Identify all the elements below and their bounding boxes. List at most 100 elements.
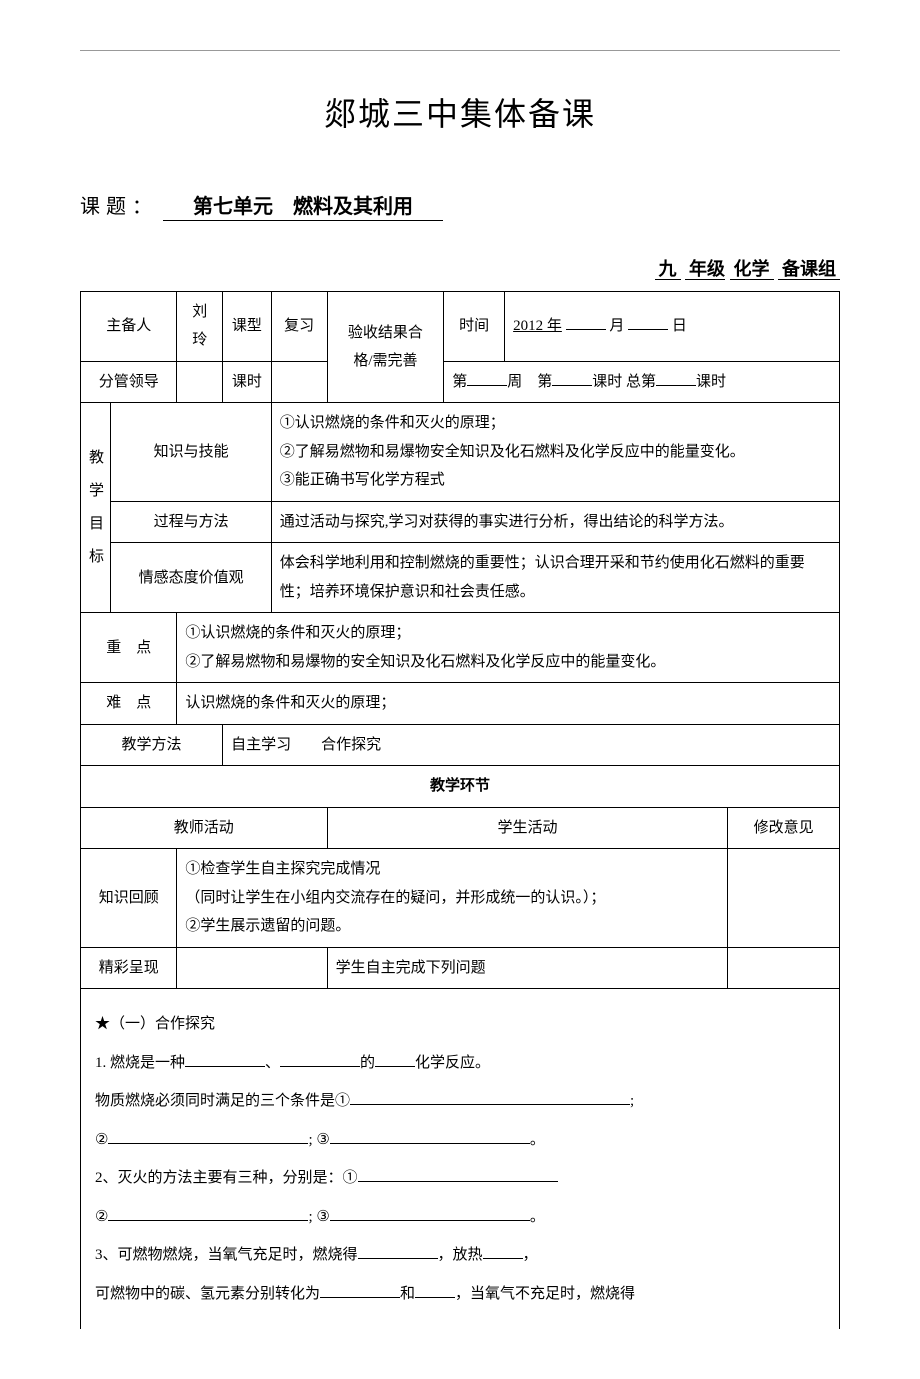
blank-fire3[interactable] xyxy=(330,1206,530,1221)
stage-title-row: 教学环节 xyxy=(81,766,840,808)
blank-burn2[interactable] xyxy=(483,1244,523,1259)
teacher-col: 教师活动 xyxy=(81,807,328,849)
obj-knowledge-row: 教学目标 知识与技能 ①认识燃烧的条件和灭火的原理； ②了解易燃物和易爆物安全知… xyxy=(81,403,840,502)
blank-fire1[interactable] xyxy=(358,1167,558,1182)
present-revise-blank[interactable] xyxy=(728,947,840,989)
week-2: 周 第 xyxy=(507,374,552,390)
objectives-label: 教学目标 xyxy=(81,403,111,613)
q3-line2: 可燃物中的碳、氢元素分别转化为和，当氧气不充足时，燃烧得 xyxy=(95,1277,825,1312)
week-1: 第 xyxy=(452,374,467,390)
q1-line3: ②; ③。 xyxy=(95,1123,825,1158)
q13c: 。 xyxy=(530,1132,545,1148)
blank-burn1[interactable] xyxy=(358,1244,438,1259)
time-day: 日 xyxy=(672,318,687,334)
q3d: 可燃物中的碳、氢元素分别转化为 xyxy=(95,1286,320,1302)
q12a: 物质燃烧必须同时满足的三个条件是① xyxy=(95,1093,350,1109)
q1-line2: 物质燃烧必须同时满足的三个条件是①; xyxy=(95,1084,825,1119)
grade-suffix: 年级 xyxy=(685,259,725,280)
preparer-label: 主备人 xyxy=(81,291,177,361)
time-month: 月 xyxy=(609,318,624,334)
present-student: 学生自主完成下列问题 xyxy=(327,947,728,989)
blank-q1-1[interactable] xyxy=(185,1052,265,1067)
student-col: 学生活动 xyxy=(327,807,728,849)
emotion-content: 体会科学地利用和控制燃烧的重要性；认识合理开采和节约使用化石燃料的重要性；培养环… xyxy=(271,543,839,613)
blank-elem2[interactable] xyxy=(415,1283,455,1298)
time-label: 时间 xyxy=(444,291,505,361)
week-cell: 第 周 第 课时 总第 课时 xyxy=(444,361,840,403)
blank-cond2[interactable] xyxy=(108,1129,308,1144)
review-row: 知识回顾 ①检查学生自主探究完成情况 （同时让学生在小组内交流存在的疑问，并形成… xyxy=(81,849,840,948)
leader-blank[interactable] xyxy=(177,361,223,403)
q2d: 。 xyxy=(530,1209,545,1225)
blank-cond3[interactable] xyxy=(330,1129,530,1144)
revise-col: 修改意见 xyxy=(728,807,840,849)
topic-value: 第七单元 燃料及其利用 xyxy=(163,196,443,221)
blank-month[interactable] xyxy=(566,315,606,330)
period-blank[interactable] xyxy=(271,361,327,403)
week-3: 课时 总第 xyxy=(592,374,656,390)
review-content: ①检查学生自主探究完成情况 （同时让学生在小组内交流存在的疑问，并形成统一的认识… xyxy=(177,849,728,948)
q3b: ，放热 xyxy=(438,1247,483,1263)
blank-week[interactable] xyxy=(467,371,507,386)
body-cell: ★（一）合作探究 1. 燃烧是一种、的化学反应。 物质燃烧必须同时满足的三个条件… xyxy=(81,989,840,1330)
section-heading: ★（一）合作探究 xyxy=(95,1007,825,1042)
group-label: 备课组 xyxy=(778,259,840,280)
time-value: 2012 年 月 日 xyxy=(505,291,840,361)
q13b: ; ③ xyxy=(308,1132,329,1148)
review-revise-blank[interactable] xyxy=(728,849,840,948)
process-label: 过程与方法 xyxy=(111,501,271,543)
keypoint-content: ①认识燃烧的条件和灭火的原理； ②了解易燃物和易爆物的安全知识及化石燃料及化学反… xyxy=(177,613,840,683)
time-year: 2012 年 xyxy=(513,318,562,334)
q2-line1: 2、灭火的方法主要有三种，分别是：① xyxy=(95,1161,825,1196)
method-content: 自主学习 合作探究 xyxy=(223,724,840,766)
knowledge-content: ①认识燃烧的条件和灭火的原理； ②了解易燃物和易爆物安全知识及化石燃料及化学反应… xyxy=(271,403,839,502)
type-value: 复习 xyxy=(271,291,327,361)
method-row: 教学方法 自主学习 合作探究 xyxy=(81,724,840,766)
check-l1: 验收结果合 xyxy=(348,325,423,341)
preparer-value: 刘玲 xyxy=(177,291,223,361)
emotion-label: 情感态度价值观 xyxy=(111,543,271,613)
difficulty-label: 难 点 xyxy=(81,683,177,725)
q1d: 化学反应。 xyxy=(415,1055,490,1071)
period-label: 课时 xyxy=(223,361,272,403)
knowledge-label: 知识与技能 xyxy=(111,403,271,502)
q2a: 2、灭火的方法主要有三种，分别是：① xyxy=(95,1170,358,1186)
grade-line: 九 年级 化学 备课组 xyxy=(80,253,840,285)
q1a: 1. 燃烧是一种 xyxy=(95,1055,185,1071)
q12b: ; xyxy=(630,1093,634,1109)
topic-label: 课题： xyxy=(80,196,158,218)
process-content: 通过活动与探究,学习对获得的事实进行分析，得出结论的科学方法。 xyxy=(271,501,839,543)
blank-fire2[interactable] xyxy=(108,1206,308,1221)
leader-label: 分管领导 xyxy=(81,361,177,403)
present-label: 精彩呈现 xyxy=(81,947,177,989)
blank-day[interactable] xyxy=(628,315,668,330)
stage-title: 教学环节 xyxy=(81,766,840,808)
stage-header-row: 教师活动 学生活动 修改意见 xyxy=(81,807,840,849)
blank-total[interactable] xyxy=(656,371,696,386)
blank-elem1[interactable] xyxy=(320,1283,400,1298)
check-l2: 格/需完善 xyxy=(353,353,417,369)
week-4: 课时 xyxy=(696,374,726,390)
keypoint-label: 重 点 xyxy=(81,613,177,683)
review-label: 知识回顾 xyxy=(81,849,177,948)
blank-period[interactable] xyxy=(552,371,592,386)
subject-value: 化学 xyxy=(730,259,774,280)
blank-q1-3[interactable] xyxy=(375,1052,415,1067)
q2b: ② xyxy=(95,1209,108,1225)
blank-cond1[interactable] xyxy=(350,1090,630,1105)
difficulty-content: 认识燃烧的条件和灭火的原理； xyxy=(177,683,840,725)
meta-row-2: 分管领导 课时 第 周 第 课时 总第 课时 xyxy=(81,361,840,403)
type-label: 课型 xyxy=(223,291,272,361)
q2-line2: ②; ③。 xyxy=(95,1200,825,1235)
present-teacher-blank[interactable] xyxy=(177,947,327,989)
lesson-plan-table: 主备人 刘玲 课型 复习 验收结果合 格/需完善 时间 2012 年 月 日 分… xyxy=(80,291,840,1330)
q3c: ， xyxy=(523,1247,538,1263)
body-row: ★（一）合作探究 1. 燃烧是一种、的化学反应。 物质燃烧必须同时满足的三个条件… xyxy=(81,989,840,1330)
q1c: 的 xyxy=(360,1055,375,1071)
blank-q1-2[interactable] xyxy=(280,1052,360,1067)
top-rule xyxy=(80,50,840,51)
grade-value: 九 xyxy=(655,259,681,280)
q3f: ，当氧气不充足时，燃烧得 xyxy=(455,1286,635,1302)
q1-line1: 1. 燃烧是一种、的化学反应。 xyxy=(95,1046,825,1081)
q3a: 3、可燃物燃烧，当氧气充足时，燃烧得 xyxy=(95,1247,358,1263)
